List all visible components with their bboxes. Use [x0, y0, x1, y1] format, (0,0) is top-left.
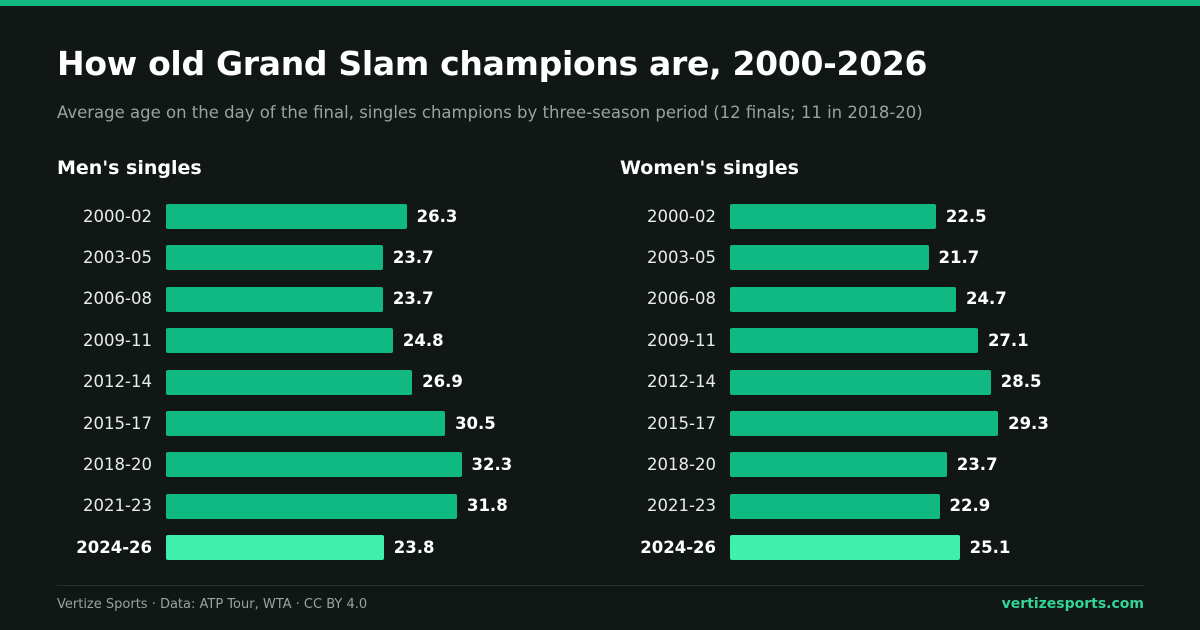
mens-value-label-2015-17: 30.5: [455, 413, 496, 433]
womens-bar-2015-17: [730, 411, 999, 436]
mens-value-label-2003-05: 23.7: [392, 247, 434, 267]
footer-divider: [57, 585, 1144, 586]
womens-bar-2009-11: [730, 328, 978, 354]
mens-category-label-2021-23: 2021-23: [83, 496, 152, 516]
womens-bar-2024-26: [730, 535, 960, 561]
mens-value-label-2018-20: 32.3: [471, 454, 513, 474]
womens-bar-2018-20: [730, 452, 947, 478]
chart-title: How old Grand Slam champions are, 2000-2…: [57, 44, 928, 83]
mens-category-label-2024-26: 2024-26: [76, 537, 152, 557]
womens-category-label-2018-20: 2018-20: [647, 454, 716, 474]
mens-category-label-2012-14: 2012-14: [83, 372, 152, 392]
footer-credit: Vertize Sports · Data: ATP Tour, WTA · C…: [57, 597, 368, 612]
mens-bar-2003-05: [166, 245, 383, 271]
womens-value-label-2006-08: 24.7: [966, 289, 1007, 309]
mens-bar-2009-11: [166, 328, 393, 354]
womens-category-label-2021-23: 2021-23: [647, 496, 716, 516]
mens-value-label-2009-11: 24.8: [402, 330, 444, 350]
mens-value-label-2006-08: 23.7: [392, 289, 434, 309]
mens-bar-2018-20: [166, 452, 462, 478]
mens-bar-2006-08: [166, 286, 383, 312]
womens-bar-2006-08: [730, 286, 956, 312]
womens-value-label-2024-26: 25.1: [969, 537, 1011, 557]
womens-value-label-2021-23: 22.9: [949, 496, 991, 516]
mens-value-label-2012-14: 26.9: [422, 372, 463, 392]
womens-bar-2021-23: [730, 493, 940, 519]
womens-category-label-2024-26: 2024-26: [640, 537, 716, 557]
accent-top-bar: [0, 0, 1200, 6]
mens-bar-2024-26: [166, 535, 384, 561]
womens-value-label-2003-05: 21.7: [938, 247, 980, 267]
mens-category-label-2018-20: 2018-20: [83, 454, 152, 474]
womens-bar-2003-05: [730, 245, 929, 271]
mens-bar-2015-17: [166, 411, 446, 436]
mens-category-label-2015-17: 2015-17: [83, 413, 152, 433]
mens-value-label-2024-26: 23.8: [393, 537, 435, 557]
footer-site-link[interactable]: vertizesports.com: [1001, 596, 1144, 612]
womens-category-label-2000-02: 2000-02: [647, 206, 716, 226]
womens-panel-title: Women's singles: [620, 157, 799, 179]
womens-bar-2012-14: [730, 369, 991, 395]
mens-panel-title: Men's singles: [57, 157, 202, 179]
womens-bar-2000-02: [730, 204, 936, 229]
mens-value-label-2000-02: 26.3: [416, 206, 458, 226]
mens-category-label-2000-02: 2000-02: [83, 206, 152, 226]
mens-bar-2000-02: [166, 204, 407, 229]
mens-bar-2012-14: [166, 369, 413, 395]
mens-value-label-2021-23: 31.8: [466, 496, 508, 516]
womens-category-label-2012-14: 2012-14: [647, 372, 716, 392]
womens-category-label-2015-17: 2015-17: [647, 413, 716, 433]
mens-bar-2021-23: [166, 493, 457, 519]
womens-category-label-2009-11: 2009-11: [647, 330, 716, 350]
mens-category-label-2009-11: 2009-11: [83, 330, 152, 350]
womens-value-label-2009-11: 27.1: [987, 330, 1029, 350]
mens-category-label-2006-08: 2006-08: [83, 289, 152, 309]
womens-value-label-2012-14: 28.5: [1000, 372, 1042, 392]
womens-value-label-2000-02: 22.5: [945, 206, 987, 226]
mens-category-label-2003-05: 2003-05: [83, 247, 152, 267]
chart-subtitle: Average age on the day of the final, sin…: [57, 103, 923, 122]
womens-category-label-2006-08: 2006-08: [647, 289, 716, 309]
womens-value-label-2015-17: 29.3: [1008, 413, 1049, 433]
womens-value-label-2018-20: 23.7: [956, 454, 998, 474]
womens-category-label-2003-05: 2003-05: [647, 247, 716, 267]
